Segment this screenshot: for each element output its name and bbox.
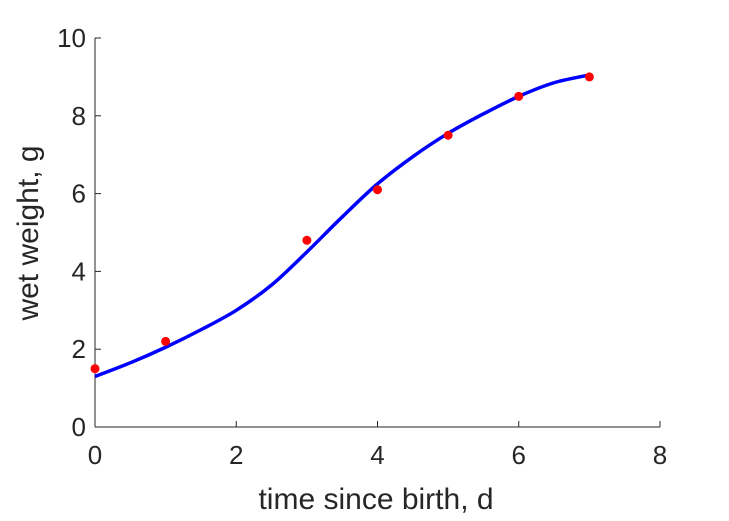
fit-curve-line bbox=[94, 73, 590, 379]
data-point bbox=[443, 130, 453, 140]
x-tick-label: 4 bbox=[370, 440, 384, 470]
x-tick-label: 8 bbox=[653, 440, 667, 470]
y-ticks: 0 2 4 6 8 10 bbox=[57, 23, 101, 442]
x-tick-label: 0 bbox=[88, 440, 102, 470]
series-layer bbox=[90, 72, 594, 379]
y-tick-label: 2 bbox=[72, 334, 86, 364]
y-tick-label: 8 bbox=[72, 101, 86, 131]
y-tick-label: 0 bbox=[72, 412, 86, 442]
data-point bbox=[514, 91, 524, 101]
y-tick-label: 6 bbox=[72, 179, 86, 209]
axes: 0 2 4 6 8 0 2 4 6 8 10 bbox=[57, 23, 667, 470]
x-ticks: 0 2 4 6 8 bbox=[88, 421, 667, 470]
y-tick-label: 4 bbox=[72, 256, 86, 286]
data-point bbox=[90, 364, 100, 374]
y-axis-label: wet weight, g bbox=[12, 145, 45, 321]
x-tick-label: 2 bbox=[229, 440, 243, 470]
data-point bbox=[302, 235, 312, 245]
data-point bbox=[161, 336, 171, 346]
y-tick-label: 10 bbox=[57, 23, 86, 53]
data-point bbox=[373, 185, 382, 195]
x-tick-label: 6 bbox=[512, 440, 526, 470]
x-axis-label: time since birth, d bbox=[258, 483, 493, 516]
data-point bbox=[584, 72, 594, 82]
